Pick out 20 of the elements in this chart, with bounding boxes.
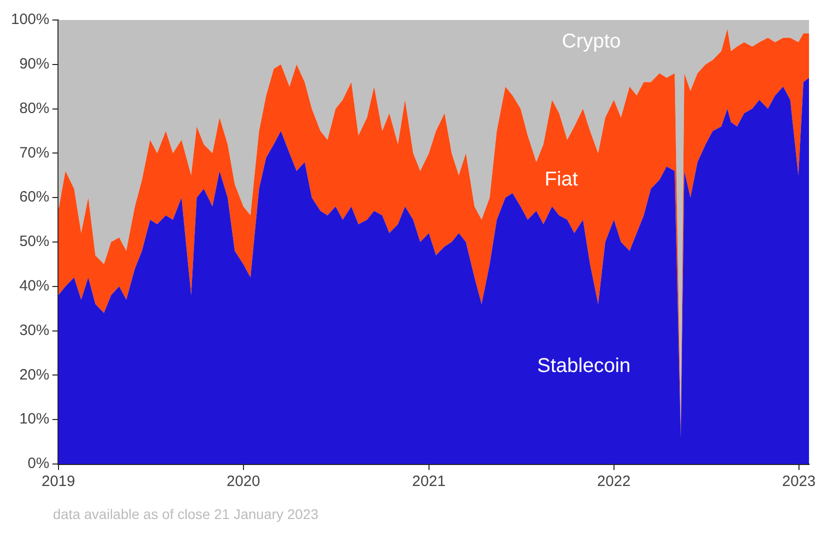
- series-label: Stablecoin: [537, 354, 631, 377]
- series-label: Fiat: [544, 168, 578, 190]
- y-tick-label: 40%: [19, 278, 50, 295]
- x-tick-label: 2020: [226, 473, 260, 490]
- x-tick-label: 2021: [412, 473, 446, 490]
- series-label: Crypto: [562, 30, 621, 53]
- text: data available as of close 21 January 2023: [53, 506, 320, 522]
- x-tick-label: 2023: [782, 473, 816, 490]
- y-tick-label: 0%: [28, 455, 50, 472]
- y-tick-label: 10%: [19, 410, 50, 428]
- y-tick-label: 90%: [19, 56, 50, 73]
- y-tick-label: 50%: [19, 233, 50, 250]
- x-tick-label: 2019: [42, 473, 76, 490]
- y-tick-label: 80%: [19, 100, 50, 117]
- y-tick-label: 20%: [19, 366, 50, 384]
- y-tick-label: 60%: [19, 188, 50, 206]
- y-tick-label: 100%: [10, 11, 50, 28]
- x-tick-label: 2022: [597, 473, 631, 490]
- y-tick-label: 70%: [19, 144, 50, 162]
- y-tick-label: 30%: [19, 322, 50, 339]
